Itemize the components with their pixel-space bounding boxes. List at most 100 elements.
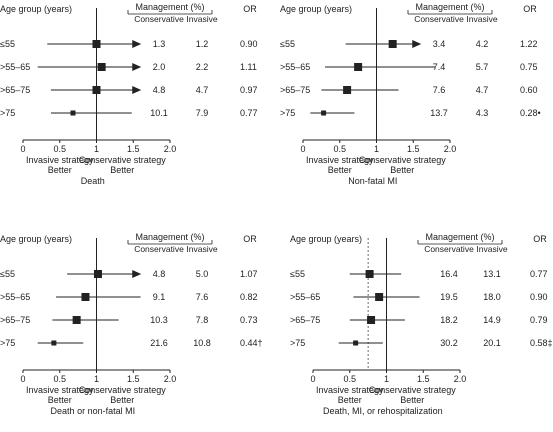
conservative-better-label: Conservative strategy: [369, 385, 457, 395]
ci-arrow: [132, 86, 142, 94]
age-group-label: ≤55: [290, 269, 305, 279]
forest-panel-1: Age group (years) Management (%) Conservat…: [0, 2, 258, 186]
or-point: [367, 316, 376, 324]
ci-arrow: [412, 40, 422, 48]
or-point: [343, 86, 352, 94]
invasive-value: 5.7: [476, 62, 489, 72]
age-group-label: >65–75: [290, 315, 320, 325]
or-point: [365, 270, 374, 278]
invasive-header: Invasive: [476, 244, 507, 254]
invasive-better-label: Better: [48, 395, 72, 405]
age-group-label: >75: [280, 108, 295, 118]
conservative-value: 30.2: [440, 338, 458, 348]
or-header: OR: [243, 4, 257, 14]
invasive-value: 4.7: [476, 85, 489, 95]
ci-arrow: [132, 63, 142, 71]
or-value: 0.90: [240, 39, 258, 49]
age-group-label: >65–75: [0, 315, 30, 325]
age-group-label: >75: [0, 108, 15, 118]
age-group-label: ≤55: [280, 39, 295, 49]
x-tick-label: 2.0: [164, 374, 177, 384]
x-tick-label: 2.0: [164, 144, 177, 154]
invasive-value: 7.8: [196, 315, 209, 325]
conservative-value: 2.0: [153, 62, 166, 72]
or-point: [375, 293, 384, 301]
invasive-header: Invasive: [186, 14, 217, 24]
conservative-better-label: Conservative strategy: [359, 155, 447, 165]
age-group-header: Age group (years): [280, 4, 352, 14]
invasive-value: 7.6: [196, 292, 209, 302]
or-value: 0.97: [240, 85, 258, 95]
or-point: [92, 40, 101, 48]
invasive-header: Invasive: [186, 244, 217, 254]
invasive-value: 7.9: [196, 108, 209, 118]
x-tick-label: 0.5: [53, 374, 66, 384]
ci-arrow: [132, 270, 142, 278]
age-group-header: Age group (years): [290, 234, 362, 244]
conservative-value: 9.1: [153, 292, 166, 302]
conservative-value: 1.3: [153, 39, 166, 49]
x-tick-label: 0: [20, 374, 25, 384]
invasive-better-label: Invasive strategy: [316, 385, 384, 395]
panel-title: Death, MI, or rehospitalization: [323, 406, 443, 416]
conservative-value: 18.2: [440, 315, 458, 325]
x-tick-label: 1: [384, 374, 389, 384]
forest-panel-2: Age group (years) Management (%) Conservat…: [280, 2, 541, 186]
age-group-label: >55–65: [290, 292, 320, 302]
x-tick-label: 1: [94, 374, 99, 384]
or-header: OR: [523, 4, 537, 14]
x-tick-label: 0: [310, 374, 315, 384]
or-value: 0.82: [240, 292, 258, 302]
age-group-label: >65–75: [280, 85, 310, 95]
invasive-value: 20.1: [483, 338, 501, 348]
or-point: [388, 40, 397, 48]
management-header: Management (%): [425, 232, 494, 242]
conservative-value: 7.6: [433, 85, 446, 95]
or-value: 0.58‡: [530, 338, 553, 348]
or-value: 0.77: [530, 269, 548, 279]
conservative-value: 10.1: [150, 108, 168, 118]
invasive-value: 18.0: [483, 292, 501, 302]
invasive-better-label: Invasive strategy: [26, 155, 94, 165]
forest-panel-3: Age group (years) Management (%) Conservat…: [0, 232, 263, 416]
or-point: [51, 340, 57, 346]
conservative-value: 7.4: [433, 62, 446, 72]
x-tick-label: 2.0: [454, 374, 467, 384]
conservative-value: 13.7: [430, 108, 448, 118]
invasive-better-label: Better: [328, 165, 352, 175]
management-header: Management (%): [135, 232, 204, 242]
age-group-header: Age group (years): [0, 4, 72, 14]
conservative-value: 4.8: [153, 269, 166, 279]
x-tick-label: 1: [94, 144, 99, 154]
age-group-label: >65–75: [0, 85, 30, 95]
or-value: 0.60: [520, 85, 538, 95]
x-tick-label: 0: [20, 144, 25, 154]
invasive-better-label: Invasive strategy: [306, 155, 374, 165]
panel-title: Death or non-fatal MI: [51, 406, 136, 416]
or-point: [92, 86, 101, 94]
x-tick-label: 1: [374, 144, 379, 154]
or-value: 0.75: [520, 62, 538, 72]
invasive-value: 4.2: [476, 39, 489, 49]
invasive-better-label: Better: [338, 395, 362, 405]
forest-panel-4: Age group (years) Management (%) Conservat…: [290, 232, 553, 416]
or-value: 0.77: [240, 108, 258, 118]
x-tick-label: 0.5: [343, 374, 356, 384]
or-point: [321, 110, 327, 116]
or-header: OR: [243, 234, 257, 244]
conservative-better-label: Conservative strategy: [79, 155, 167, 165]
conservative-value: 3.4: [433, 39, 446, 49]
or-value: 1.22: [520, 39, 538, 49]
or-header: OR: [533, 234, 547, 244]
conservative-value: 4.8: [153, 85, 166, 95]
invasive-value: 1.2: [196, 39, 209, 49]
age-group-label: >75: [290, 338, 305, 348]
invasive-value: 5.0: [196, 269, 209, 279]
or-value: 1.07: [240, 269, 258, 279]
invasive-value: 10.8: [193, 338, 211, 348]
age-group-header: Age group (years): [0, 234, 72, 244]
x-tick-label: 1.5: [407, 144, 420, 154]
or-value: 0.44†: [240, 338, 263, 348]
